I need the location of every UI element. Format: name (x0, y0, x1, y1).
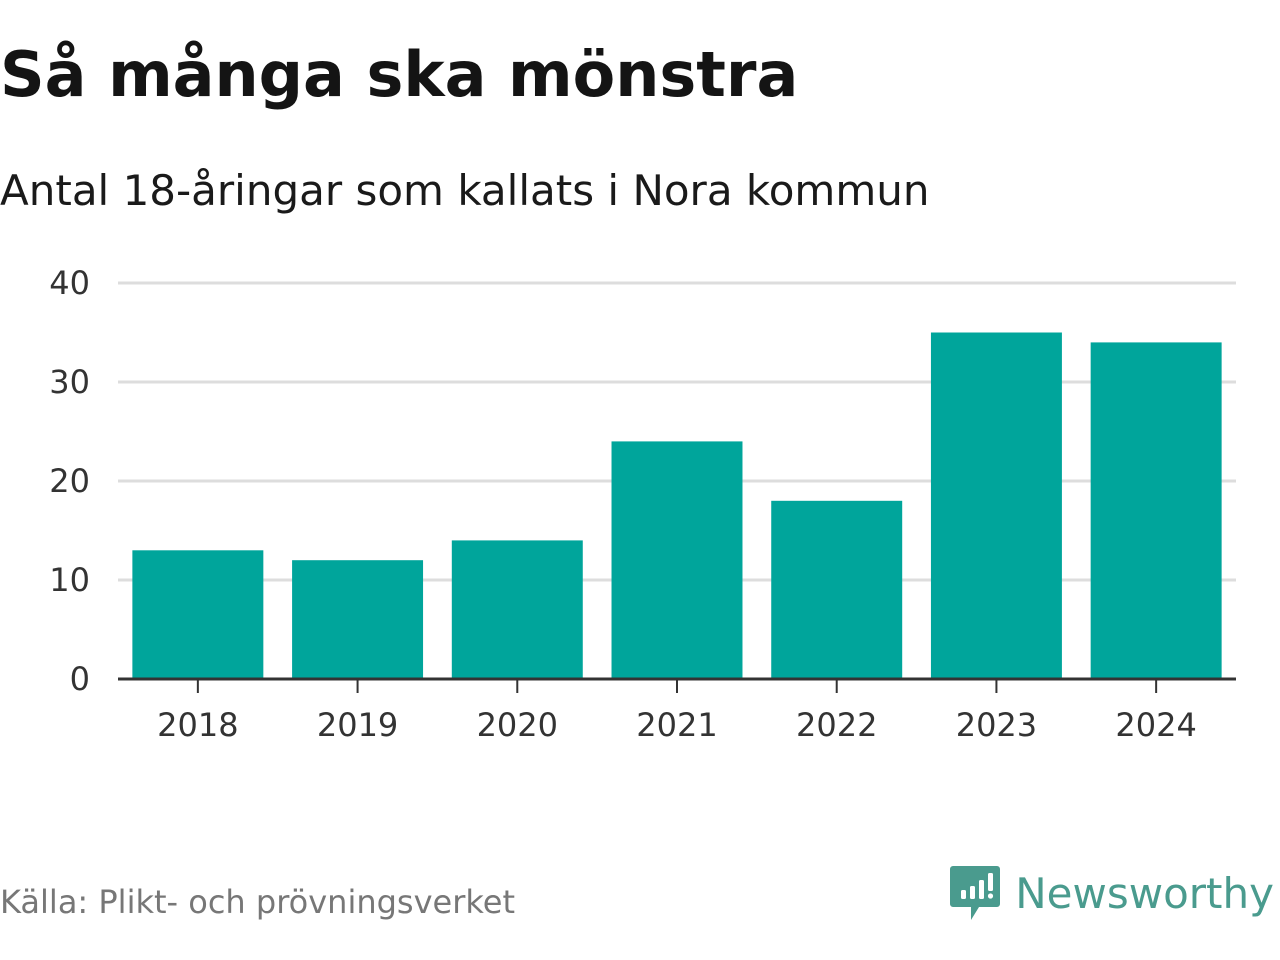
bar-2018 (132, 550, 264, 679)
bar-2022 (771, 500, 903, 679)
y-tick-label-40: 40 (49, 264, 90, 302)
bar-2023 (930, 332, 1062, 679)
chart-subtitle: Antal 18-åringar som kallats i Nora komm… (0, 166, 930, 215)
y-tick-label-10: 10 (49, 561, 90, 599)
y-axis-ticks: 0 10 20 30 40 (49, 264, 90, 698)
bar-2021 (611, 441, 743, 679)
chart-title: Så många ska mönstra (0, 38, 799, 111)
bars (132, 332, 1222, 679)
brand-name: Newsworthy (1015, 869, 1274, 918)
x-tick-label-2019: 2019 (317, 706, 398, 744)
bar-2024 (1090, 342, 1222, 679)
x-axis-ticks: 2018 2019 2020 2021 2022 2023 2024 (157, 679, 1197, 744)
x-tick-label-2024: 2024 (1115, 706, 1196, 744)
y-tick-label-30: 30 (49, 363, 90, 401)
y-tick-label-20: 20 (49, 462, 90, 500)
newsworthy-logo-icon (950, 866, 1001, 920)
x-tick-label-2021: 2021 (636, 706, 717, 744)
bar-2020 (451, 540, 583, 679)
x-tick-label-2018: 2018 (157, 706, 238, 744)
bar-2019 (292, 560, 424, 679)
x-tick-label-2023: 2023 (956, 706, 1037, 744)
x-tick-label-2020: 2020 (477, 706, 558, 744)
x-tick-label-2022: 2022 (796, 706, 877, 744)
y-tick-label-0: 0 (70, 660, 90, 698)
brand: Newsworthy (949, 864, 1274, 924)
bar-chart: 0 10 20 30 40 2018 2019 2020 2021 2022 2023 2024 (49, 264, 1236, 744)
source-note: Källa: Plikt- och prövningsverket (0, 883, 515, 921)
